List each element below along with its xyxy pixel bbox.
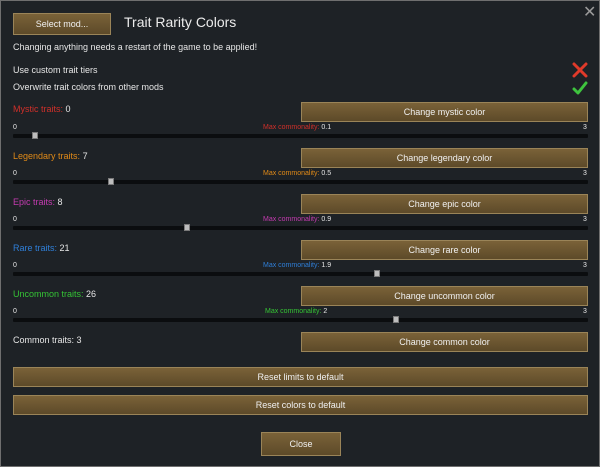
slider-max-label: 3	[583, 216, 587, 223]
reset-colors-button[interactable]: Reset colors to default	[13, 395, 588, 415]
change-epic-color-button[interactable]: Change epic color	[301, 194, 588, 214]
tier-count: 26	[86, 289, 97, 299]
slider-min-label: 0	[13, 216, 17, 223]
slider-handle[interactable]	[374, 270, 380, 277]
tier-count: 8	[57, 197, 63, 207]
slider-min-label: 0	[13, 124, 17, 131]
max-commonality-value: 0.5	[321, 170, 332, 177]
restart-notice: Changing anything needs a restart of the…	[13, 42, 258, 52]
slider-handle[interactable]	[32, 132, 38, 139]
tier-count: 0	[65, 104, 71, 114]
slider-min-label: 0	[13, 262, 17, 269]
max-commonality-readout: Max commonality: 1.9	[263, 262, 331, 269]
slider-handle[interactable]	[108, 178, 114, 185]
change-rare-color-button[interactable]: Change rare color	[301, 240, 588, 260]
max-commonality-readout: Max commonality: 0.1	[263, 124, 331, 131]
checkmark-icon[interactable]	[572, 80, 588, 96]
slider-handle[interactable]	[393, 316, 399, 323]
max-commonality-value: 2	[323, 308, 328, 315]
slider-handle[interactable]	[184, 224, 190, 231]
max-commonality-value: 1.9	[321, 262, 332, 269]
mystic-commonality-slider[interactable]	[13, 134, 588, 138]
change-mystic-color-button[interactable]: Change mystic color	[301, 102, 588, 122]
tier-count: 21	[59, 243, 70, 253]
tier-name: Epic traits:	[13, 197, 56, 207]
slider-max-label: 3	[583, 124, 587, 131]
max-commonality-label: Max commonality:	[265, 308, 322, 315]
tier-label-common: Common traits: 3	[13, 335, 82, 345]
max-commonality-readout: Max commonality: 0.9	[263, 216, 331, 223]
tier-label-epic: Epic traits: 8	[13, 197, 63, 207]
max-commonality-label: Max commonality:	[263, 262, 320, 269]
tier-label-legendary: Legendary traits: 7	[13, 151, 88, 161]
tier-count: 3	[76, 335, 82, 345]
tier-label-rare: Rare traits: 21	[13, 243, 70, 253]
tier-name: Legendary traits:	[13, 151, 81, 161]
epic-commonality-slider[interactable]	[13, 226, 588, 230]
change-common-color-button[interactable]: Change common color	[301, 332, 588, 352]
cross-icon[interactable]	[572, 62, 588, 78]
tier-name: Mystic traits:	[13, 104, 64, 114]
rare-commonality-slider[interactable]	[13, 272, 588, 276]
slider-min-label: 0	[13, 308, 17, 315]
tier-count: 7	[82, 151, 88, 161]
max-commonality-readout: Max commonality: 2	[265, 308, 327, 315]
change-legendary-color-button[interactable]: Change legendary color	[301, 148, 588, 168]
max-commonality-label: Max commonality:	[263, 170, 320, 177]
tier-name: Uncommon traits:	[13, 289, 84, 299]
max-commonality-label: Max commonality:	[263, 216, 320, 223]
change-uncommon-color-button[interactable]: Change uncommon color	[301, 286, 588, 306]
close-button[interactable]: Close	[261, 432, 341, 456]
max-commonality-readout: Max commonality: 0.5	[263, 170, 331, 177]
tier-name: Rare traits:	[13, 243, 58, 253]
tier-name: Common traits:	[13, 335, 75, 345]
cross-icon-graphic	[572, 62, 588, 78]
select-mod-button[interactable]: Select mod...	[13, 13, 111, 35]
reset-limits-button[interactable]: Reset limits to default	[13, 367, 588, 387]
uncommon-commonality-slider[interactable]	[13, 318, 588, 322]
overwrite-colors-label: Overwrite trait colors from other mods	[13, 82, 164, 92]
legendary-commonality-slider[interactable]	[13, 180, 588, 184]
custom-tiers-label: Use custom trait tiers	[13, 65, 98, 75]
checkmark-icon-graphic	[572, 81, 588, 95]
slider-max-label: 3	[583, 170, 587, 177]
close-icon[interactable]: ✕	[583, 4, 597, 21]
tier-label-mystic: Mystic traits: 0	[13, 104, 71, 114]
page-title: Trait Rarity Colors	[124, 14, 237, 30]
max-commonality-value: 0.1	[321, 124, 332, 131]
slider-max-label: 3	[583, 262, 587, 269]
slider-min-label: 0	[13, 170, 17, 177]
max-commonality-value: 0.9	[321, 216, 332, 223]
slider-max-label: 3	[583, 308, 587, 315]
max-commonality-label: Max commonality:	[263, 124, 320, 131]
tier-label-uncommon: Uncommon traits: 26	[13, 289, 96, 299]
